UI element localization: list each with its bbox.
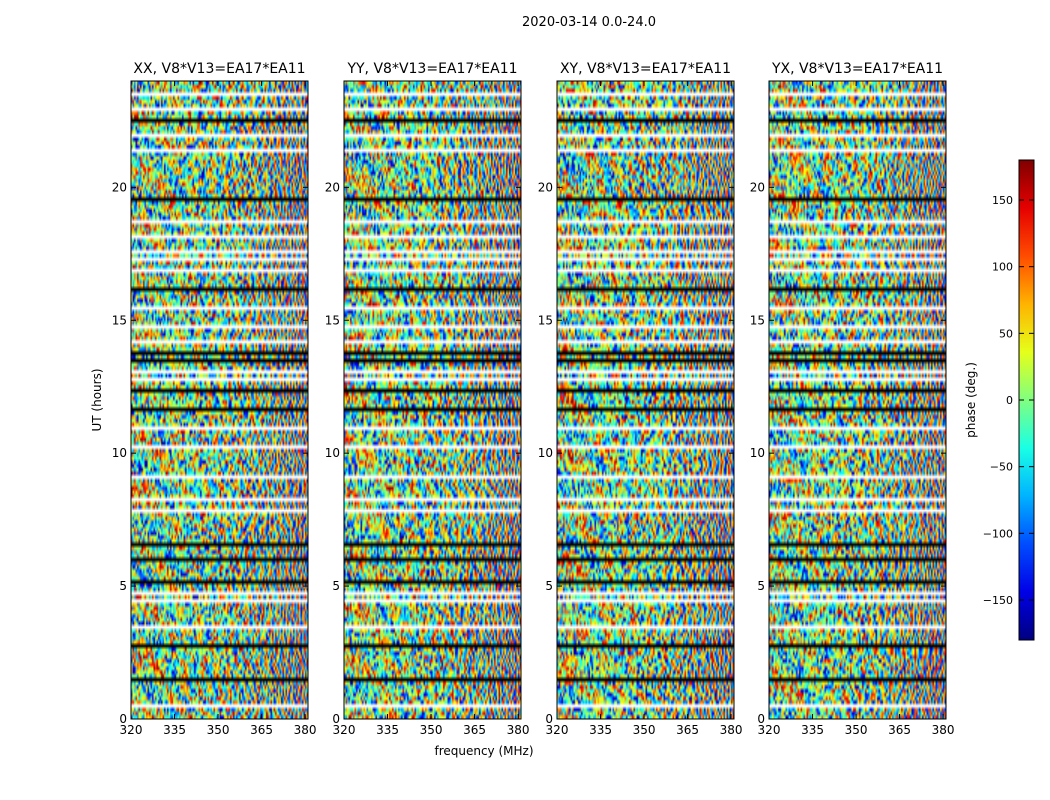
colorbar-label: phase (deg.) [964,362,978,438]
colorbar-tick-label: 50 [999,327,1013,340]
panel-frame [130,80,309,720]
phase-image-xx [131,81,308,719]
x-tick-label: 380 [294,723,317,737]
x-tick-label: 320 [120,723,143,737]
y-tick-label: 5 [545,579,553,593]
x-tick-label: 365 [463,723,486,737]
x-tick-label: 350 [845,723,868,737]
x-tick-label: 380 [720,723,743,737]
panel-yy: YY, V8*V13=EA17*EA11 320 335 350 365 380 0 5 10 1… [325,61,530,737]
panels-group: XX, V8*V13=EA17*EA11 320 335 350 365 380 0 5 10 1… [112,61,955,737]
panel-title: YY, V8*V13=EA17*EA11 [346,61,517,77]
x-tick-label: 335 [589,723,612,737]
phase-image-xy [557,81,734,719]
x-tick-label: 365 [250,723,273,737]
y-tick-label: 0 [757,712,765,726]
x-tick-label: 335 [163,723,186,737]
panel-frame [768,80,947,720]
y-tick-label: 10 [325,446,340,460]
phase-image-yy [344,81,521,719]
y-tick-label: 5 [119,579,127,593]
x-tick-label: 320 [333,723,356,737]
y-tick-label: 0 [332,712,340,726]
x-tick-label: 350 [633,723,656,737]
x-tick-label: 350 [420,723,443,737]
y-tick-label: 15 [112,313,127,327]
y-tick-label: 15 [538,313,553,327]
panel-title: XY, V8*V13=EA17*EA11 [560,61,731,77]
y-tick-label: 10 [750,446,765,460]
x-tick-label: 365 [676,723,699,737]
x-axis-label: frequency (MHz) [434,744,533,758]
colorbar-tick-label: 150 [992,194,1013,207]
x-tick-label: 320 [758,723,781,737]
x-tick-label: 335 [801,723,824,737]
panel-xy: XY, V8*V13=EA17*EA11 320 335 350 365 380 0 5 10 1… [538,61,743,737]
panel-xx: XX, V8*V13=EA17*EA11 320 335 350 365 380 0 5 10 1… [112,61,317,737]
y-tick-label: 0 [545,712,553,726]
panel-frame [343,80,522,720]
y-tick-label: 20 [325,180,340,194]
y-tick-label: 10 [538,446,553,460]
y-tick-label: 20 [750,180,765,194]
panel-frame [556,80,735,720]
y-tick-label: 15 [750,313,765,327]
y-tick-label: 5 [757,579,765,593]
colorbar: −150 −100 −50 0 50 100 150 [983,159,1035,641]
x-tick-label: 335 [376,723,399,737]
y-tick-label: 15 [325,313,340,327]
x-tick-label: 365 [888,723,911,737]
colorbar-tick-label: −100 [983,527,1013,540]
x-tick-label: 350 [207,723,230,737]
colorbar-tick-label: 100 [992,261,1013,274]
colorbar-tick-label: −50 [990,461,1013,474]
panel-yx: YX, V8*V13=EA17*EA11 320 335 350 365 380 0 5 10 1… [750,61,955,737]
figure-title: 2020-03-14 0.0-24.0 [522,15,656,30]
phase-image-yx [769,81,946,719]
x-tick-label: 380 [507,723,530,737]
y-tick-label: 0 [119,712,127,726]
y-tick-label: 5 [332,579,340,593]
colorbar-tick-label: −150 [983,594,1013,607]
colorbar-tick-label: 0 [1006,394,1013,407]
y-tick-label: 10 [112,446,127,460]
panel-title: YX, V8*V13=EA17*EA11 [771,61,943,77]
x-tick-label: 380 [932,723,955,737]
panel-title: XX, V8*V13=EA17*EA11 [133,61,305,77]
x-tick-label: 320 [546,723,569,737]
y-axis-label: UT (hours) [90,368,104,431]
y-tick-label: 20 [112,180,127,194]
y-tick-label: 20 [538,180,553,194]
